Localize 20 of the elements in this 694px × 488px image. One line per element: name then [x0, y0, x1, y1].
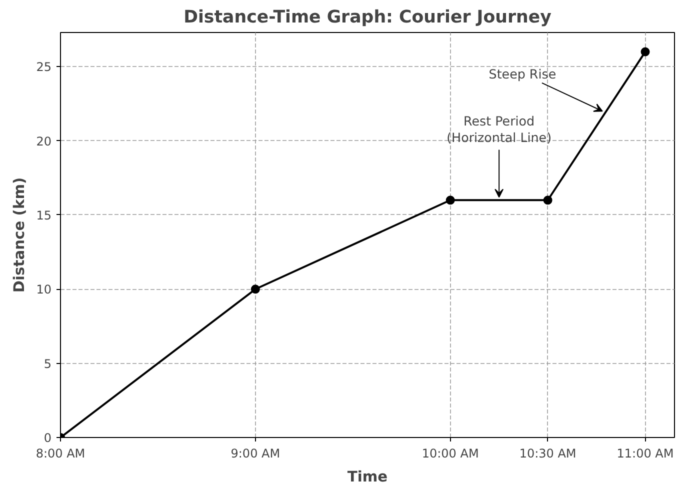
annotation: Rest Period (Horizontal Line)	[446, 114, 552, 146]
y-tick-label: 5	[44, 356, 52, 371]
chart-title: Distance-Time Graph: Courier Journey	[184, 8, 552, 28]
point	[446, 196, 455, 205]
y-tick-label: 0	[44, 431, 52, 445]
point	[250, 284, 260, 294]
annotation: Steep Rise	[488, 66, 556, 82]
y-tick-label: 20	[36, 134, 52, 148]
x-axis-title: Time	[347, 468, 388, 486]
point	[640, 47, 650, 56]
x-tick-label: 9:00 AM	[230, 446, 280, 460]
x-tick-label: 10:00 AM	[422, 446, 479, 460]
x-tick-label: 11:00 AM	[616, 446, 674, 460]
point	[543, 196, 552, 205]
x-tick-label: 8:00 AM	[36, 446, 86, 460]
y-tick-label: 15	[36, 208, 52, 222]
y-tick-label: 25	[36, 60, 52, 74]
y-axis-title: Distance (km)	[11, 177, 28, 293]
y-tick-label: 10	[36, 282, 52, 297]
x-tick-label: 10:30 AM	[519, 446, 576, 460]
